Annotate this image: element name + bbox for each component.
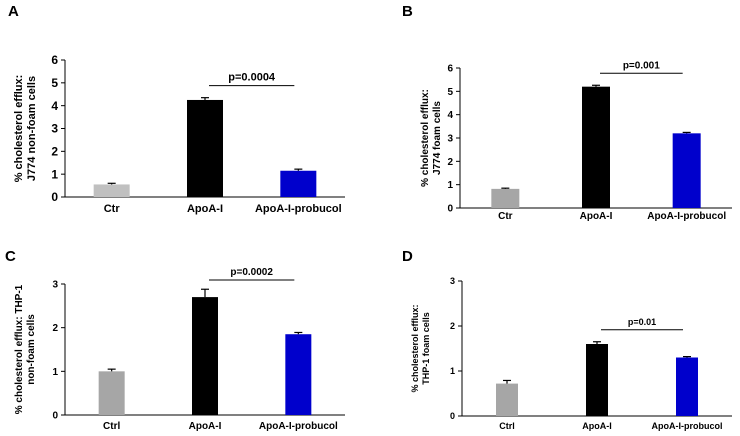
y-tick-label: 1 <box>51 167 58 181</box>
y-axis-label-line: % cholesterol efflux: <box>410 304 420 392</box>
y-tick-label: 0 <box>51 190 58 204</box>
bar <box>93 184 130 197</box>
y-tick-label: 1 <box>447 180 453 191</box>
y-tick-label: 3 <box>450 276 455 286</box>
p-value-label: p=0.01 <box>628 317 656 327</box>
y-tick-label: 3 <box>52 280 58 291</box>
category-label: ApoA-I-probucol <box>647 211 726 222</box>
y-axis-label: % cholesterol efflux:J774 non-foam cells <box>13 75 38 183</box>
category-label: ApoA-I-probucol <box>259 421 338 432</box>
bar <box>496 383 518 416</box>
bar <box>192 297 218 415</box>
y-tick-label: 4 <box>51 99 58 113</box>
y-axis-label: % cholesterol efflux: THP-1non-foam cell… <box>14 284 37 414</box>
y-tick-label: 6 <box>51 53 58 67</box>
panel-b: B 0 1 2 3 4 5 6 Ctr ApoA-I ApoA-I-probucol p=0.001… <box>370 0 740 222</box>
category-label: Ctrl <box>499 421 515 431</box>
chart-c: 0 1 2 3 Ctrl ApoA-I ApoA-I-probucol p=0.0002 % c… <box>14 267 345 432</box>
y-tick-label: 6 <box>447 64 453 75</box>
y-axis-label-line: THP-1 foam cells <box>421 312 431 385</box>
y-tick-label: 5 <box>51 76 58 90</box>
bar <box>582 86 610 208</box>
y-tick-label: 1 <box>450 366 455 376</box>
bar <box>672 133 701 208</box>
panel-c: C 0 1 2 3 Ctrl ApoA-I ApoA-I-probucol p=0.0002%… <box>0 218 370 436</box>
y-tick-label: 5 <box>447 87 453 98</box>
category-label: ApoA-I <box>580 211 613 222</box>
y-axis-label: % cholesterol efflux:THP-1 foam cells <box>410 304 431 392</box>
chart-b: 0 1 2 3 4 5 6 Ctr ApoA-I ApoA-I-probucol p=0.001 % … <box>420 60 732 222</box>
chart-a: 0 1 2 3 4 5 6 Ctr ApoA-I ApoA-I-probucol p=0.0004%… <box>13 53 345 215</box>
panel-letter-b: B <box>402 3 413 20</box>
category-label: ApoA-I <box>582 421 612 431</box>
panel-a: A 0 1 2 3 4 5 6 Ctr ApoA-I ApoA-I-probucol p=0.000… <box>0 0 370 218</box>
chart-d: 0 1 2 3 Ctrl ApoA-I ApoA-I-probucol p=0.01 % cho… <box>410 276 732 431</box>
y-tick-label: 1 <box>52 367 58 378</box>
y-tick-label: 0 <box>52 411 58 422</box>
y-axis-label: % cholesterol efflux:J774 foam cells <box>420 89 443 187</box>
bar <box>586 344 608 416</box>
category-label: ApoA-I-probucol <box>255 203 342 215</box>
category-label: ApoA-I <box>189 421 222 432</box>
category-label: Ctrl <box>103 421 120 432</box>
y-tick-label: 2 <box>51 145 58 159</box>
p-value-label: p=0.001 <box>623 60 660 71</box>
y-axis-label-line: J774 foam cells <box>432 101 443 175</box>
y-tick-label: 3 <box>51 122 58 136</box>
bar <box>280 170 317 197</box>
p-value-label: p=0.0002 <box>230 267 273 278</box>
category-label: ApoA-I-probucol <box>652 421 723 431</box>
y-axis-label-line: non-foam cells <box>26 314 37 385</box>
category-label: Ctr <box>104 203 121 215</box>
y-tick-label: 0 <box>450 411 455 421</box>
y-tick-label: 2 <box>450 321 455 331</box>
y-tick-label: 0 <box>447 204 453 215</box>
y-axis-label-line: % cholesterol efflux: THP-1 <box>14 284 25 414</box>
bar <box>98 371 125 415</box>
panel-letter-a: A <box>8 3 19 20</box>
y-tick-label: 2 <box>447 157 453 168</box>
p-value-label: p=0.0004 <box>228 72 276 84</box>
bar <box>285 334 312 415</box>
bar <box>187 99 223 197</box>
bar <box>491 188 520 208</box>
panel-letter-c: C <box>5 248 16 265</box>
y-axis-label-line: % cholesterol efflux: <box>420 89 431 187</box>
y-tick-label: 3 <box>447 134 453 145</box>
category-label: Ctr <box>498 211 513 222</box>
category-label: ApoA-I <box>187 203 223 215</box>
bar <box>676 357 698 416</box>
y-tick-label: 4 <box>447 110 453 121</box>
y-axis-label-line: J774 non-foam cells <box>26 76 38 181</box>
y-tick-label: 2 <box>52 323 58 334</box>
panel-letter-d: D <box>402 248 413 265</box>
y-axis-label-line: % cholesterol efflux: <box>13 75 25 183</box>
panel-d: D 0 1 2 3 Ctrl ApoA-I ApoA-I-probucol p=0.01 % c… <box>370 218 740 436</box>
